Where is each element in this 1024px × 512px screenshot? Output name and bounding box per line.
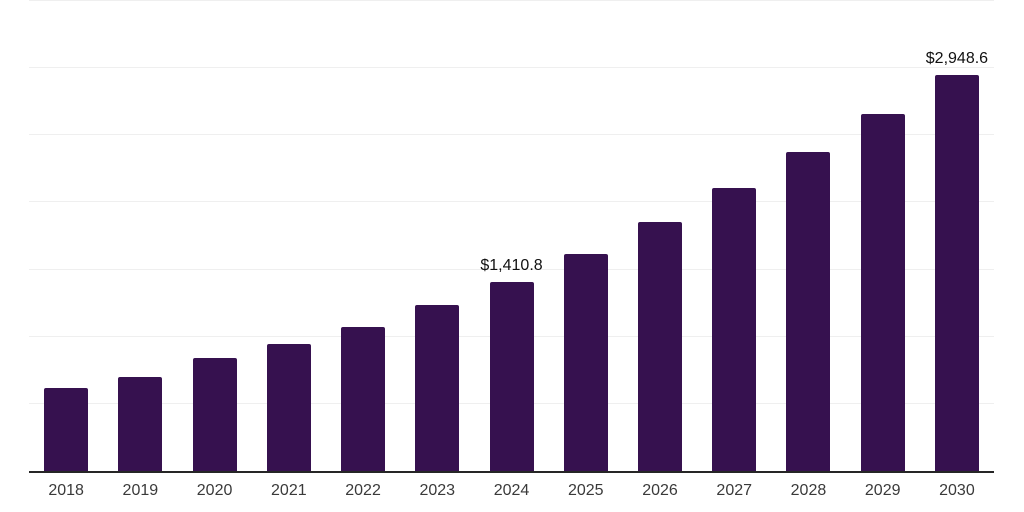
bar-2027 (712, 187, 757, 471)
gridline (29, 201, 994, 203)
bar-band (177, 1, 251, 471)
bar-2025 (563, 253, 608, 471)
bar-2026 (637, 221, 682, 471)
bars-row: $1,410.8 $2,948.6 (29, 1, 994, 471)
gridline (29, 134, 994, 136)
x-tick-2030: 2030 (939, 482, 975, 499)
x-tick-2027: 2027 (716, 482, 753, 499)
x-tick-2024: 2024 (493, 482, 530, 499)
bar-2028 (786, 152, 831, 471)
plot-area: $1,410.8 $2,948.6 (29, 0, 994, 473)
bar-band (549, 1, 623, 471)
gridline (29, 268, 994, 270)
bar-2021 (266, 344, 311, 471)
x-tick-2020: 2020 (196, 482, 233, 499)
bar-band (771, 1, 845, 471)
gridline (29, 0, 994, 1)
bar-band (846, 1, 920, 471)
bar-band (252, 1, 326, 471)
bar-band (697, 1, 771, 471)
bar-band (400, 1, 474, 471)
data-label-2024: $1,410.8 (480, 256, 543, 274)
gridline (29, 67, 994, 69)
x-tick-2025: 2025 (567, 482, 604, 499)
bar-2022 (341, 327, 386, 471)
bar-band (29, 1, 103, 471)
bar-2020 (192, 357, 237, 471)
x-axis: 2018 2019 2020 2021 2022 2023 2024 2025 2026 2027… (29, 481, 994, 501)
x-tick-2026: 2026 (642, 482, 678, 499)
bar-2023 (415, 305, 460, 471)
bar-2024 (489, 281, 534, 471)
bar-band (326, 1, 400, 471)
x-tick-2028: 2028 (790, 482, 827, 499)
bar-band: $1,410.8 (474, 1, 548, 471)
bar-band: $2,948.6 (920, 1, 994, 471)
bar-band (623, 1, 697, 471)
x-tick-2022: 2022 (345, 482, 381, 499)
bar-2019 (118, 377, 163, 471)
bar-2018 (44, 387, 89, 471)
x-tick-2021: 2021 (271, 482, 307, 499)
bar-band (103, 1, 177, 471)
x-tick-2019: 2019 (122, 482, 159, 499)
bar-2029 (860, 113, 905, 471)
x-tick-2023: 2023 (419, 482, 456, 499)
data-label-2030: $2,948.6 (925, 50, 989, 68)
x-tick-2029: 2029 (864, 482, 901, 499)
bar-2030 (934, 75, 979, 471)
x-tick-2018: 2018 (48, 482, 84, 499)
